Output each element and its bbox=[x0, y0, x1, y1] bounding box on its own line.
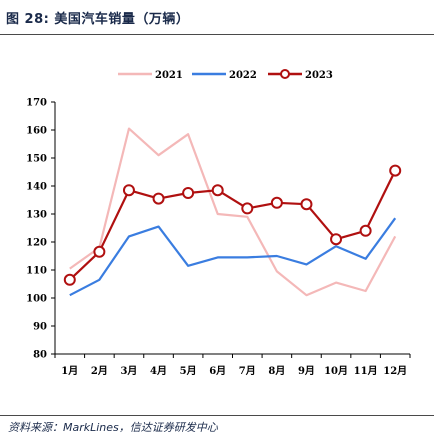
x-tick-label: 12月 bbox=[383, 365, 407, 377]
legend-label-2021: 2021 bbox=[155, 70, 183, 81]
x-tick-label: 1月 bbox=[61, 365, 78, 377]
legend-label-2022: 2022 bbox=[229, 70, 257, 81]
data-point-2023 bbox=[211, 184, 224, 197]
x-axis: 1月 2月 3月 4月 5月 6月 7月 8月 9月 10月 11月 12月 bbox=[54, 353, 411, 377]
x-tick-label: 3月 bbox=[120, 365, 137, 377]
data-point-2023 bbox=[270, 196, 283, 209]
x-tick-label: 4月 bbox=[150, 365, 167, 377]
y-tick-label: 160 bbox=[26, 126, 47, 137]
y-axis: 80 90 100 110 120 130 140 150 160 170 bbox=[26, 98, 56, 361]
x-tick-label: 5月 bbox=[180, 365, 197, 377]
data-point-2023 bbox=[122, 184, 135, 197]
series-line-2023 bbox=[69, 170, 397, 281]
x-tick-label: 6月 bbox=[209, 365, 226, 377]
y-tick-label: 110 bbox=[26, 266, 47, 277]
legend-label-2023: 2023 bbox=[305, 70, 333, 81]
data-point-2023 bbox=[63, 273, 76, 286]
data-point-2023 bbox=[330, 233, 343, 246]
y-tick-label: 130 bbox=[26, 210, 47, 221]
x-tick-label: 8月 bbox=[268, 365, 285, 377]
x-tick-label: 7月 bbox=[239, 365, 256, 377]
x-tick-label: 11月 bbox=[354, 365, 378, 377]
figure-title: 图 28: 美国汽车销量（万辆） bbox=[6, 12, 190, 27]
x-tick-label: 9月 bbox=[298, 365, 315, 377]
y-tick-label: 100 bbox=[26, 294, 47, 305]
y-tick-label: 140 bbox=[26, 182, 47, 193]
y-tick-label: 150 bbox=[26, 154, 47, 165]
source-divider bbox=[0, 415, 434, 416]
y-tick-label: 170 bbox=[26, 98, 47, 109]
data-point-2023 bbox=[389, 164, 402, 177]
x-tick-label: 2月 bbox=[91, 365, 108, 377]
chart-legend: 2021 2022 2023 bbox=[118, 69, 333, 81]
y-tick-label: 120 bbox=[26, 238, 47, 249]
data-point-2023 bbox=[152, 192, 165, 205]
title-divider bbox=[0, 34, 434, 35]
data-point-2023 bbox=[359, 224, 372, 237]
series-line-2021 bbox=[69, 127, 397, 297]
y-tick-label: 80 bbox=[33, 350, 47, 361]
data-point-2023 bbox=[93, 245, 106, 258]
data-point-2023 bbox=[241, 202, 254, 215]
source-note: 资料来源：MarkLines，信达证券研发中心 bbox=[8, 421, 218, 434]
data-point-2023 bbox=[182, 187, 195, 199]
plot-area bbox=[63, 127, 402, 297]
legend-marker-2023 bbox=[280, 69, 290, 79]
x-tick-label: 10月 bbox=[324, 365, 348, 377]
data-point-2023 bbox=[300, 198, 313, 211]
series-line-2022 bbox=[69, 217, 397, 297]
y-tick-label: 90 bbox=[33, 322, 47, 333]
